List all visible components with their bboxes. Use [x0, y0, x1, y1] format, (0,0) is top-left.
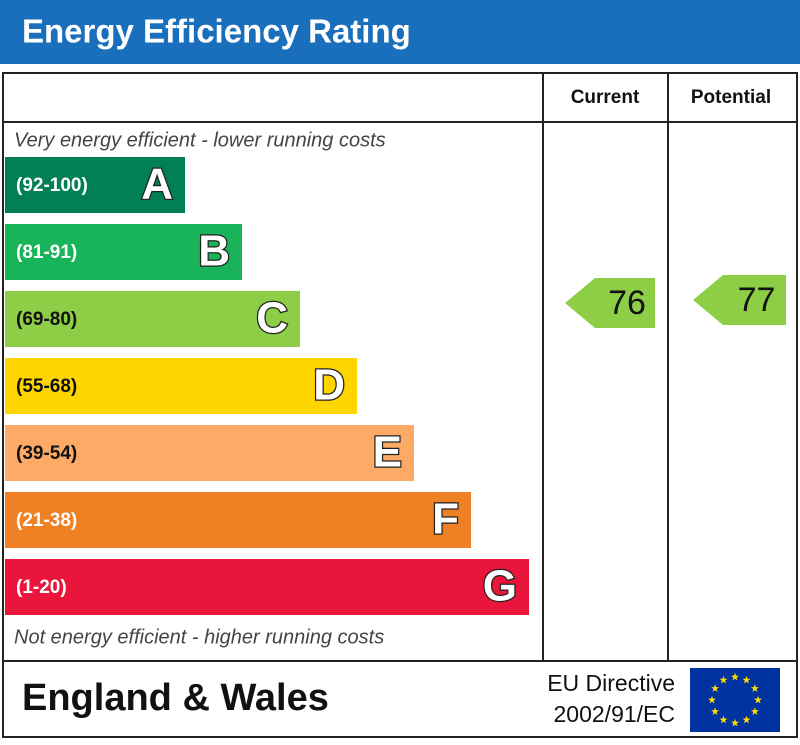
star [719, 715, 728, 724]
rating-value: 77 [738, 281, 776, 319]
band-letter: D [313, 361, 345, 410]
column-header: Potential [691, 87, 771, 108]
directive: 2002/91/EC [554, 701, 675, 727]
band-letter: C [256, 294, 288, 343]
star [731, 718, 739, 727]
band-range: (81-91) [16, 242, 77, 263]
band-range: (1-20) [16, 577, 67, 598]
note: Not energy efficient - higher running co… [14, 626, 384, 648]
band-letter: F [432, 495, 459, 544]
column-header: Current [571, 87, 640, 108]
band-letter: A [141, 160, 173, 209]
band [5, 425, 414, 481]
band [5, 224, 242, 280]
band-letter: E [373, 428, 402, 477]
rating-value: 76 [608, 284, 646, 322]
rating-arrow [693, 275, 786, 325]
band [5, 157, 185, 213]
band [5, 291, 300, 347]
band-letter: G [483, 562, 517, 611]
band-range: (69-80) [16, 309, 77, 330]
star [719, 675, 728, 684]
star [754, 695, 762, 704]
band-range: (92-100) [16, 175, 88, 196]
star [711, 707, 720, 715]
star [708, 695, 716, 704]
frame [2, 72, 798, 738]
note: Very energy efficient - lower running co… [14, 129, 386, 151]
star [731, 672, 739, 681]
rating-arrow [565, 278, 655, 328]
header-bar [0, 0, 800, 64]
title: Energy Efficiency Rating [22, 13, 411, 50]
band-range: (21-38) [16, 510, 77, 531]
star [750, 684, 759, 692]
star [742, 715, 751, 724]
directive: EU Directive [547, 670, 675, 696]
band-letter: B [198, 227, 230, 276]
star [742, 675, 751, 684]
flag-stars [708, 672, 762, 727]
star [750, 707, 759, 715]
star [711, 684, 720, 692]
band-range: (55-68) [16, 376, 77, 397]
band-range: (39-54) [16, 443, 77, 464]
band [5, 492, 471, 548]
band [5, 358, 357, 414]
region: England & Wales [22, 677, 329, 719]
band [5, 559, 529, 615]
eu-flag [690, 668, 780, 732]
